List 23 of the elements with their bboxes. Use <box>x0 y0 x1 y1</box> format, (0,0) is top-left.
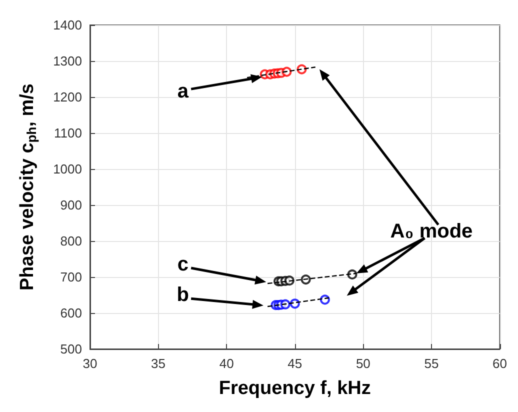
x-tick-label: 55 <box>424 356 439 371</box>
y-tick-label: 900 <box>60 198 82 212</box>
annotation: c <box>177 253 188 276</box>
annotation: b <box>176 284 189 306</box>
y-tick-label: 1200 <box>53 90 82 104</box>
y-axis-title: Phase velocity cph, m/s <box>17 83 39 291</box>
x-tick-label: 45 <box>288 356 302 371</box>
y-tick-label: 1100 <box>54 126 82 140</box>
x-tick-label: 40 <box>219 356 234 371</box>
x-tick-label: 30 <box>82 356 98 371</box>
annotation: a <box>177 80 190 103</box>
x-tick-label: 60 <box>492 356 508 371</box>
y-tick-label: 600 <box>60 306 82 320</box>
x-axis-title: Frequency f, kHz <box>218 378 371 399</box>
annotation: A₀ mode <box>390 220 473 242</box>
y-tick-label: 500 <box>60 342 82 356</box>
x-tick-label: 50 <box>356 356 370 371</box>
y-tick-label: 1400 <box>53 18 82 32</box>
x-tick-label: 35 <box>151 356 166 371</box>
y-tick-label: 700 <box>60 270 82 284</box>
y-tick-label: 800 <box>60 234 82 248</box>
y-tick-label: 1000 <box>53 162 82 176</box>
y-tick-label: 1300 <box>53 54 82 68</box>
